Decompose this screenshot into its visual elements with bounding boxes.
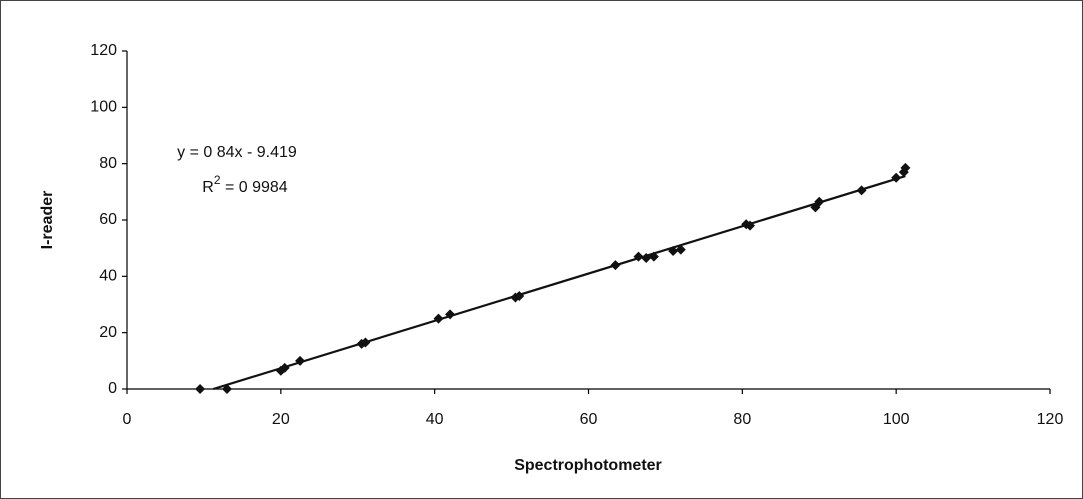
x-tick-label: 20 [272,411,290,428]
r2-base: R [202,179,214,196]
y-tick-label: 0 [108,380,117,397]
y-tick-label: 60 [99,211,117,228]
y-tick-label: 20 [99,324,117,341]
data-point [434,314,444,324]
data-point [857,185,867,195]
x-tick-label: 80 [733,411,751,428]
chart: y = 0 84x - 9.419 R2 = 0 9984 Spectropho… [0,0,1083,499]
y-tick-label: 120 [90,42,117,59]
x-axis-label: Spectrophotometer [514,457,662,474]
trendline [213,176,905,389]
x-tick-label: 0 [123,411,132,428]
r2-rest: = 0 9984 [221,179,288,196]
y-tick-label: 100 [90,99,117,116]
x-tick-label: 100 [883,411,910,428]
data-point [610,260,620,270]
y-tick-label: 40 [99,268,117,285]
data-point [195,384,205,394]
x-tick-label: 40 [426,411,444,428]
x-tick-label: 120 [1037,411,1064,428]
x-tick-label: 60 [580,411,598,428]
data-point [891,173,901,183]
page: {"chart_data": {"type": "scatter", "x_la… [0,0,1083,499]
chart-border [1,1,1083,499]
y-tick-label: 80 [99,155,117,172]
trendline-equation: y = 0 84x - 9.419 [177,144,297,161]
r-squared: R2 = 0 9984 [202,173,288,196]
y-axis-label: I-reader [39,191,56,250]
